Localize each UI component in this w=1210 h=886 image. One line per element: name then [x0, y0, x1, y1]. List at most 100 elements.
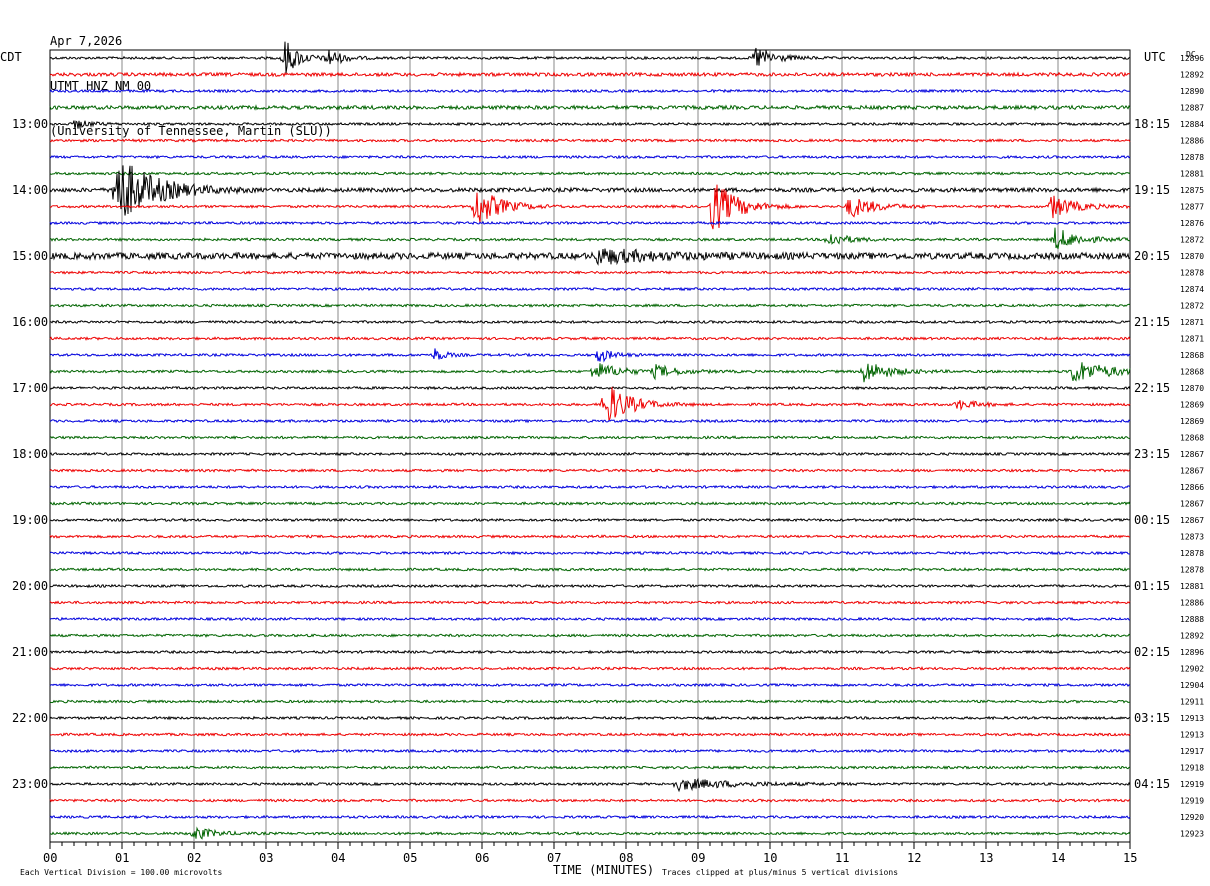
x-tick-label: 15: [1123, 851, 1137, 865]
dc-value: 12887: [1180, 104, 1204, 113]
dc-value: 12876: [1180, 219, 1204, 228]
seismic-trace: [49, 814, 1131, 820]
dc-value: 12920: [1180, 813, 1204, 822]
seismic-trace: [49, 748, 1131, 754]
footer-scale-note: Each Vertical Division = 100.00 microvol…: [20, 868, 222, 877]
left-hour-label: 14:00: [12, 183, 48, 197]
dc-value: 12871: [1180, 335, 1204, 344]
dc-value: 12911: [1180, 698, 1204, 707]
dc-value: 12886: [1180, 137, 1204, 146]
seismic-trace: [49, 348, 1131, 363]
x-tick-label: 01: [115, 851, 129, 865]
seismic-trace: [49, 336, 1131, 341]
seismic-trace: [49, 104, 1131, 111]
seismic-trace: [49, 699, 1131, 704]
dc-value: 12878: [1180, 153, 1204, 162]
dc-value: 12918: [1180, 764, 1204, 773]
dc-value: 12917: [1180, 747, 1204, 756]
seismic-trace: [49, 633, 1131, 638]
dc-value: 12913: [1180, 731, 1204, 740]
left-hour-label: 18:00: [12, 447, 48, 461]
dc-value: 12892: [1180, 632, 1204, 641]
dc-value: 12896: [1180, 54, 1204, 63]
seismic-trace: [49, 567, 1131, 572]
seismic-trace: [49, 826, 1131, 840]
x-tick-label: 10: [763, 851, 777, 865]
dc-value: 12878: [1180, 566, 1204, 575]
dc-value: 12923: [1180, 830, 1204, 839]
dc-value: 12892: [1180, 71, 1204, 80]
x-tick-label: 03: [259, 851, 273, 865]
left-hour-label: 23:00: [12, 777, 48, 791]
dc-value: 12868: [1180, 351, 1204, 360]
dc-value: 12868: [1180, 368, 1204, 377]
seismic-trace: [49, 649, 1131, 655]
station-label: UTMT HNZ NM 00: [50, 79, 152, 93]
seismic-trace: [49, 362, 1131, 383]
right-hour-label: 03:15: [1134, 711, 1170, 725]
seismic-trace: [49, 286, 1131, 292]
dc-value: 12869: [1180, 417, 1204, 426]
plot-frame: [49, 49, 1131, 843]
x-tick-label: 13: [979, 851, 993, 865]
x-tick-label: 14: [1051, 851, 1065, 865]
right-hour-label: 20:15: [1134, 249, 1170, 263]
right-hour-label: 18:15: [1134, 117, 1170, 131]
left-hour-label: 19:00: [12, 513, 48, 527]
dc-value: 12867: [1180, 450, 1204, 459]
dc-value: 12870: [1180, 252, 1204, 261]
seismic-trace: [49, 765, 1131, 770]
left-hour-label: 20:00: [12, 579, 48, 593]
seismic-trace: [49, 303, 1131, 308]
dc-value: 12881: [1180, 582, 1204, 591]
right-hour-label: 02:15: [1134, 645, 1170, 659]
seismic-trace: [49, 319, 1131, 325]
seismic-trace: [49, 732, 1131, 737]
right-hour-label: 01:15: [1134, 579, 1170, 593]
dc-value: 12871: [1180, 318, 1204, 327]
right-hour-label: 04:15: [1134, 777, 1170, 791]
dc-value: 12878: [1180, 549, 1204, 558]
dc-value: 12866: [1180, 483, 1204, 492]
footer-clip-note: Traces clipped at plus/minus 5 vertical …: [662, 868, 898, 877]
right-hour-label: 00:15: [1134, 513, 1170, 527]
seismic-trace: [49, 120, 1131, 129]
seismic-trace: [49, 385, 1131, 391]
dc-value: 12878: [1180, 269, 1204, 278]
seismic-trace: [49, 777, 1131, 793]
seismic-trace: [49, 154, 1131, 160]
x-tick-label: 09: [691, 851, 705, 865]
dc-value: 12868: [1180, 434, 1204, 443]
seismic-trace: [49, 171, 1131, 176]
dc-value: 12890: [1180, 87, 1204, 96]
x-tick-label: 06: [475, 851, 489, 865]
seismic-trace: [49, 616, 1131, 622]
left-hour-label: 13:00: [12, 117, 48, 131]
x-tick-label: 08: [619, 851, 633, 865]
seismic-trace: [49, 666, 1131, 671]
dc-value: 12870: [1180, 384, 1204, 393]
dc-value: 12886: [1180, 599, 1204, 608]
x-tick-label: 05: [403, 851, 417, 865]
seismic-trace: [49, 165, 1130, 216]
right-hour-label: 23:15: [1134, 447, 1170, 461]
x-axis-title: TIME (MINUTES): [553, 863, 654, 877]
date-label: Apr 7,2026: [50, 34, 123, 48]
x-tick-label: 12: [907, 851, 921, 865]
seismic-trace: [49, 270, 1131, 275]
x-tick-label: 07: [547, 851, 561, 865]
seismic-trace: [49, 715, 1131, 721]
left-hour-label: 17:00: [12, 381, 48, 395]
seismic-trace: [49, 798, 1131, 803]
seismic-trace: [49, 71, 1131, 78]
dc-value: 12919: [1180, 797, 1204, 806]
axis-labels: CDT UTC DC TIME (MINUTES) Each Vertical …: [0, 50, 1204, 877]
seismic-trace: [49, 600, 1131, 605]
seismic-trace: [49, 451, 1131, 457]
seismic-trace: [49, 138, 1131, 143]
seismic-trace: [49, 435, 1131, 440]
dc-value: 12869: [1180, 401, 1204, 410]
seismic-trace: [49, 682, 1131, 688]
seismic-trace: [49, 41, 1131, 74]
